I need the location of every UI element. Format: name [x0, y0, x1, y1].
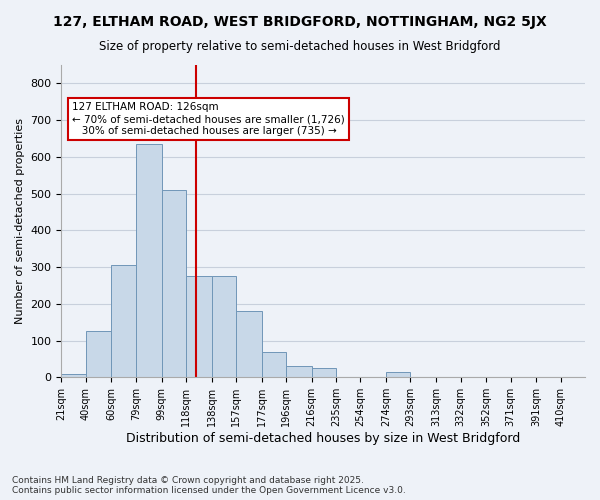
Y-axis label: Number of semi-detached properties: Number of semi-detached properties	[15, 118, 25, 324]
Bar	[186, 276, 212, 378]
Text: Size of property relative to semi-detached houses in West Bridgford: Size of property relative to semi-detach…	[99, 40, 501, 53]
Bar	[286, 366, 311, 378]
Bar	[212, 276, 236, 378]
Bar	[311, 368, 336, 378]
Text: Contains HM Land Registry data © Crown copyright and database right 2025.
Contai: Contains HM Land Registry data © Crown c…	[12, 476, 406, 495]
Bar	[136, 144, 161, 378]
Bar	[112, 266, 136, 378]
Bar	[86, 332, 112, 378]
Bar	[61, 374, 86, 378]
Bar	[236, 311, 262, 378]
X-axis label: Distribution of semi-detached houses by size in West Bridgford: Distribution of semi-detached houses by …	[126, 432, 520, 445]
Bar	[262, 352, 286, 378]
Bar	[161, 190, 186, 378]
Text: 127, ELTHAM ROAD, WEST BRIDGFORD, NOTTINGHAM, NG2 5JX: 127, ELTHAM ROAD, WEST BRIDGFORD, NOTTIN…	[53, 15, 547, 29]
Text: 127 ELTHAM ROAD: 126sqm
← 70% of semi-detached houses are smaller (1,726)
   30%: 127 ELTHAM ROAD: 126sqm ← 70% of semi-de…	[72, 102, 344, 136]
Bar	[386, 372, 410, 378]
